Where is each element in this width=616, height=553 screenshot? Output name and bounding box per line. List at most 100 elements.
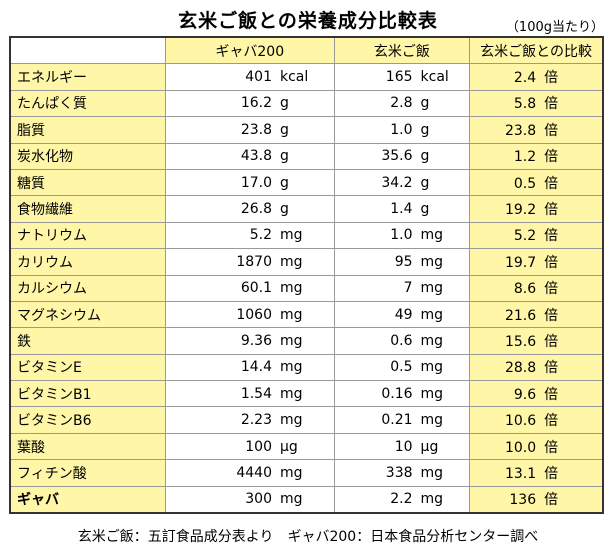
page-title: 玄米ご飯との栄養成分比較表 xyxy=(178,10,438,32)
number: 23.8 xyxy=(240,121,272,138)
unit: 倍 xyxy=(544,465,559,482)
ratio-value: 5.2 倍 xyxy=(469,221,604,250)
table-row: ビタミンE 14.4 mg 0.5 mg 28.8 倍 xyxy=(9,353,604,382)
brown-rice-value: 338 mg xyxy=(333,459,471,487)
number: 0.5 xyxy=(513,175,537,192)
table-row: カルシウム 60.1 mg 7 mg 8.6 倍 xyxy=(9,274,604,302)
gaba200-value: 4440 mg xyxy=(165,459,335,487)
header-empty xyxy=(9,36,166,65)
unit: μg xyxy=(420,438,439,455)
number: 10 xyxy=(394,438,413,455)
unit: 倍 xyxy=(544,413,559,430)
unit: 倍 xyxy=(544,202,559,219)
unit: mg xyxy=(420,253,444,270)
row-label: 脂質 xyxy=(9,116,166,144)
row-label: 食物繊維 xyxy=(9,195,166,223)
unit: mg xyxy=(280,280,303,297)
gaba200-value: 23.8 g xyxy=(165,116,335,144)
number: 15.6 xyxy=(504,333,537,350)
table-row: ビタミンB6 2.23 mg 0.21 mg 10.6 倍 xyxy=(9,406,604,434)
table-row: 炭水化物 43.8 g 35.6 g 1.2 倍 xyxy=(9,142,604,170)
row-label: エネルギー xyxy=(9,63,166,91)
gaba200-value: 1870 mg xyxy=(165,248,335,276)
unit: g xyxy=(280,148,289,165)
nutrition-comparison-table: ギャバ200 玄米ご飯 玄米ご飯との比較 エネルギー 401 kcal 165 kcal… xyxy=(9,36,604,515)
ratio-value: 23.8 倍 xyxy=(469,116,604,144)
brown-rice-value: 165 kcal xyxy=(333,63,471,91)
gaba200-value: 1060 mg xyxy=(165,300,335,329)
ratio-value: 19.7 倍 xyxy=(469,248,604,276)
row-label: ビタミンE xyxy=(9,353,166,382)
brown-rice-value: 10 μg xyxy=(333,432,471,461)
unit: g xyxy=(420,95,430,112)
brown-rice-value: 0.6 mg xyxy=(333,327,471,355)
number: 14.4 xyxy=(240,359,272,376)
number: 19.2 xyxy=(504,202,537,219)
unit: mg xyxy=(280,359,303,376)
row-label: ビタミンB6 xyxy=(9,406,166,434)
gaba200-value: 17.0 g xyxy=(165,168,335,197)
unit: 倍 xyxy=(544,122,559,139)
gaba200-value: 26.8 g xyxy=(165,195,335,223)
number: 9.36 xyxy=(240,332,272,349)
number: 9.6 xyxy=(513,386,537,403)
brown-rice-value: 0.5 mg xyxy=(333,353,471,382)
number: 300 xyxy=(245,491,272,508)
number: 1.54 xyxy=(240,385,272,402)
number: 2.23 xyxy=(240,412,272,429)
number: 1060 xyxy=(236,306,272,323)
table-row: カリウム 1870 mg 95 mg 19.7 倍 xyxy=(9,248,604,276)
row-label: カルシウム xyxy=(9,274,166,302)
number: 26.8 xyxy=(240,201,272,218)
unit: mg xyxy=(280,306,303,323)
number: 0.16 xyxy=(381,385,413,402)
table-row: 脂質 23.8 g 1.0 g 23.8 倍 xyxy=(9,116,604,144)
unit: 倍 xyxy=(544,307,559,324)
unit: kcal xyxy=(420,69,449,86)
brown-rice-value: 0.16 mg xyxy=(333,380,471,408)
number: 16.2 xyxy=(240,95,272,112)
unit: g xyxy=(420,201,430,218)
table-row: たんぱく質 16.2 g 2.8 g 5.8 倍 xyxy=(9,89,604,118)
unit: mg xyxy=(420,464,444,481)
number: 401 xyxy=(245,69,272,86)
gaba200-value: 9.36 mg xyxy=(165,327,335,355)
brown-rice-value: 0.21 mg xyxy=(333,406,471,434)
number: 5.2 xyxy=(249,227,272,244)
unit: 倍 xyxy=(544,96,559,113)
number: 5.2 xyxy=(513,228,537,245)
header-gaba200: ギャバ200 xyxy=(165,36,335,65)
unit: mg xyxy=(280,227,303,244)
brown-rice-value: 2.8 g xyxy=(333,89,471,118)
unit: 倍 xyxy=(544,360,559,377)
gaba200-value: 14.4 mg xyxy=(165,353,335,382)
gaba200-value: 5.2 mg xyxy=(165,221,335,250)
brown-rice-value: 2.2 mg xyxy=(333,485,471,514)
unit: mg xyxy=(420,385,444,402)
row-label: 糖質 xyxy=(9,168,166,197)
number: 1.0 xyxy=(390,121,413,138)
number: 2.2 xyxy=(390,491,413,508)
brown-rice-value: 95 mg xyxy=(333,248,471,276)
ratio-value: 28.8 倍 xyxy=(469,353,604,382)
number: 49 xyxy=(394,306,413,323)
ratio-value: 0.5 倍 xyxy=(469,168,604,197)
ratio-value: 15.6 倍 xyxy=(469,327,604,355)
brown-rice-value: 35.6 g xyxy=(333,142,471,170)
unit: mg xyxy=(280,412,303,429)
gaba200-value: 100 μg xyxy=(165,432,335,461)
table-row: ビタミンB1 1.54 mg 0.16 mg 9.6 倍 xyxy=(9,380,604,408)
unit: mg xyxy=(280,385,303,402)
unit: mg xyxy=(420,359,444,376)
header-row: ギャバ200 玄米ご飯 玄米ご飯との比較 xyxy=(9,36,604,65)
row-label: 炭水化物 xyxy=(9,142,166,170)
table-row: 糖質 17.0 g 34.2 g 0.5 倍 xyxy=(9,168,604,197)
unit: 倍 xyxy=(544,386,559,403)
ratio-value: 10.0 倍 xyxy=(469,432,604,461)
unit: g xyxy=(280,121,289,138)
unit: mg xyxy=(280,491,303,508)
table-row: 葉酸 100 μg 10 μg 10.0 倍 xyxy=(9,432,604,461)
number: 35.6 xyxy=(381,148,413,165)
number: 0.21 xyxy=(381,412,413,429)
brown-rice-value: 1.0 g xyxy=(333,116,471,144)
